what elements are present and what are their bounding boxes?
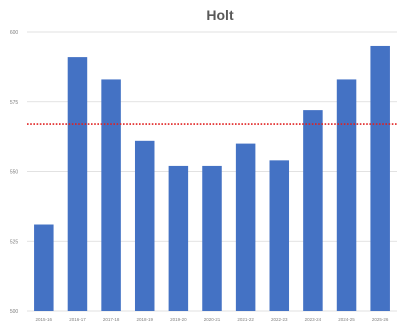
x-tick-label: 2024-25	[338, 317, 355, 322]
x-tick-label: 2025-26	[372, 317, 389, 322]
bar	[303, 110, 323, 312]
x-tick-label: 2019-20	[170, 317, 187, 322]
bar	[336, 79, 357, 312]
bar	[202, 165, 222, 311]
x-tick-label: 2022-23	[271, 317, 288, 322]
y-tick-label: 550	[10, 170, 19, 176]
x-tick-label: 2023-24	[305, 317, 322, 322]
bar	[269, 160, 290, 311]
x-axis-ticks: 2015-16 2016-17 2017-18 2018-19 2019-20 2020-…	[36, 317, 389, 322]
chart-title: Holt	[206, 7, 234, 23]
bar	[370, 45, 390, 311]
x-tick-label: 2021-22	[237, 317, 254, 322]
x-tick-label: 2016-17	[69, 317, 86, 322]
y-tick-label: 600	[10, 30, 19, 36]
y-tick-label: 525	[10, 239, 19, 245]
bar	[67, 57, 88, 311]
bar	[168, 165, 189, 311]
x-tick-label: 2018-19	[136, 317, 153, 322]
bar	[134, 140, 155, 311]
bar	[235, 143, 256, 311]
x-tick-label: 2020-21	[204, 317, 221, 322]
x-tick-label: 2015-16	[36, 317, 53, 322]
bar	[34, 224, 54, 311]
y-tick-label: 575	[10, 100, 19, 106]
y-tick-label: 500	[10, 309, 19, 315]
bar	[101, 79, 121, 312]
y-axis-ticks: 500 525 550 575 600	[10, 30, 19, 315]
x-tick-label: 2017-18	[103, 317, 120, 322]
bars	[34, 45, 390, 312]
